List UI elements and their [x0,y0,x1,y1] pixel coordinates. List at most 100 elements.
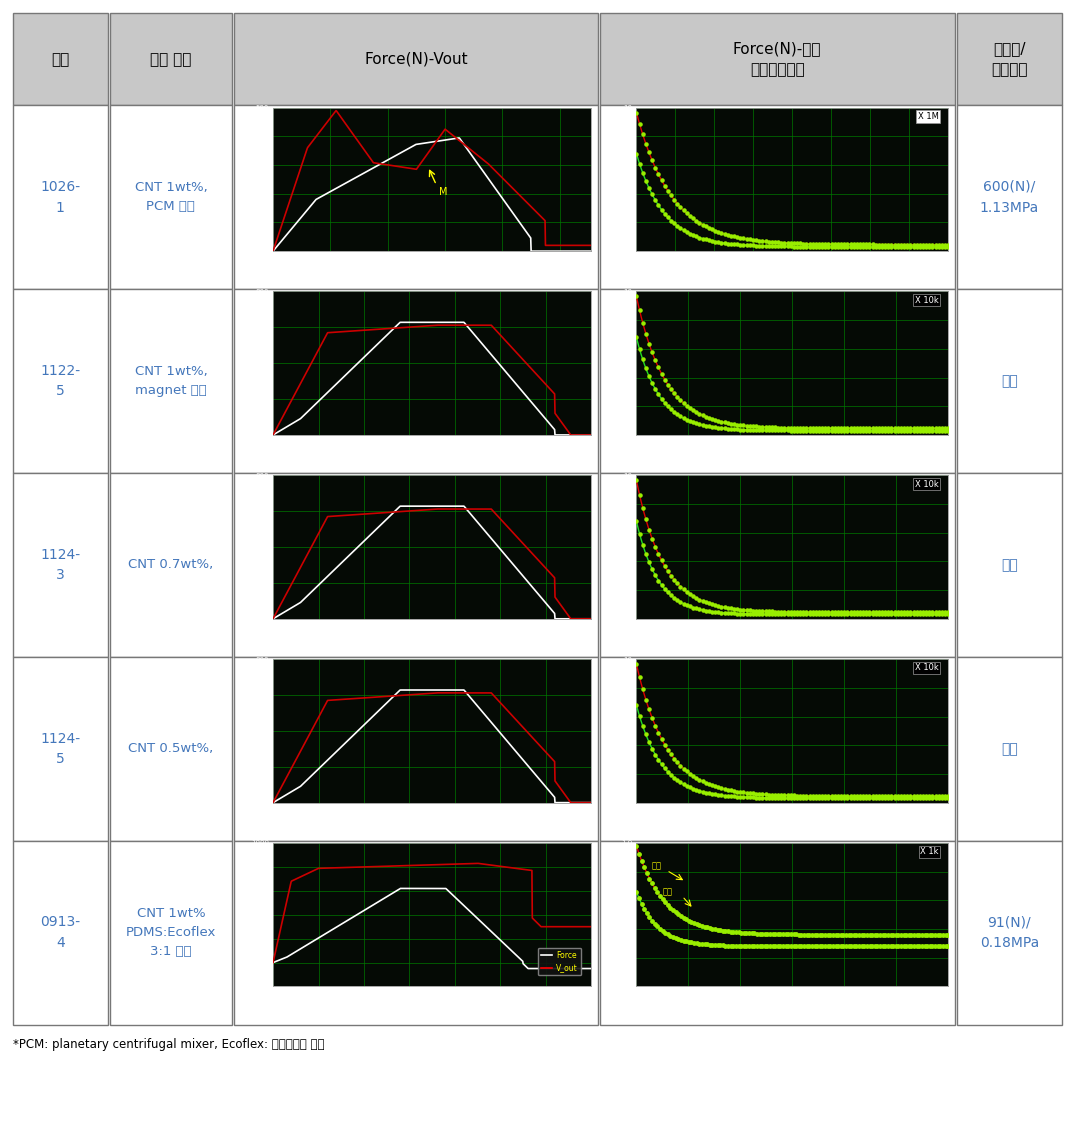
Point [772,925,789,943]
Point [817,238,834,256]
Point [793,937,811,955]
Point [741,785,758,803]
Point [776,421,793,439]
Point [713,786,730,804]
Point [639,864,656,882]
Point [726,415,743,433]
Text: 0913-
4: 0913- 4 [40,916,81,949]
Point [930,787,947,805]
Point [650,196,668,214]
Point [843,937,860,955]
Point [858,603,875,621]
Point [895,787,913,805]
Point [873,789,890,807]
Point [776,238,793,256]
Point [861,789,878,807]
Point [766,603,784,621]
Point [704,919,721,937]
Point [940,787,957,805]
Point [905,787,922,805]
Point [730,937,747,955]
Point [650,359,668,377]
Point [710,223,727,241]
Point [741,924,758,942]
Point [735,230,752,248]
Point [915,235,932,253]
Point [923,238,941,256]
Point [905,419,922,437]
Point [751,925,769,943]
Point [933,605,950,623]
Point [864,605,882,623]
Point [716,604,733,622]
Point [729,600,746,618]
Point [804,238,821,256]
Point [883,238,900,256]
Point [861,238,878,256]
Point [788,605,805,623]
Point [713,597,730,615]
Point [798,937,815,955]
Point [876,238,893,256]
Point [825,926,842,944]
Point [683,934,700,952]
Point [678,411,696,429]
Point [634,314,651,332]
Point [850,926,868,944]
Point [806,937,823,955]
Point [811,235,828,253]
Point [659,398,676,416]
Point [842,787,859,805]
Point [879,789,897,807]
Point [842,603,859,621]
Point [678,762,696,780]
Point [861,926,878,944]
Point [920,235,937,253]
Point [722,420,740,438]
Point [644,151,661,169]
Point [855,421,872,439]
Point [763,602,780,620]
Point [886,419,903,437]
Point [895,926,913,944]
Point [883,603,900,621]
Point [936,421,954,439]
Point [644,708,661,726]
Point [659,584,676,602]
Point [882,937,899,955]
Point [757,418,774,436]
Point [861,235,878,253]
Point [741,937,758,955]
Point [820,787,837,805]
Point [675,221,692,239]
Point [732,416,749,434]
Point [845,238,862,256]
Point [675,202,692,220]
Point [917,603,934,621]
Point [662,567,679,585]
Point [861,419,878,437]
Point [665,385,683,402]
Point [729,788,746,806]
Point [798,603,815,621]
Point [700,417,717,435]
Point [801,789,818,807]
Point [873,421,890,439]
Point [785,238,802,256]
Point [889,235,906,253]
Point [641,733,658,751]
Point [858,937,875,955]
Text: X 1M: X 1M [918,112,938,121]
Point [912,235,929,253]
Point [744,605,761,623]
Point [628,328,645,346]
Point [741,237,758,254]
Point [819,926,836,944]
Point [641,701,658,719]
Point [672,930,689,948]
Point [729,229,746,247]
Point [730,924,747,942]
Point [773,233,790,251]
Point [832,419,849,437]
Point [933,238,950,256]
